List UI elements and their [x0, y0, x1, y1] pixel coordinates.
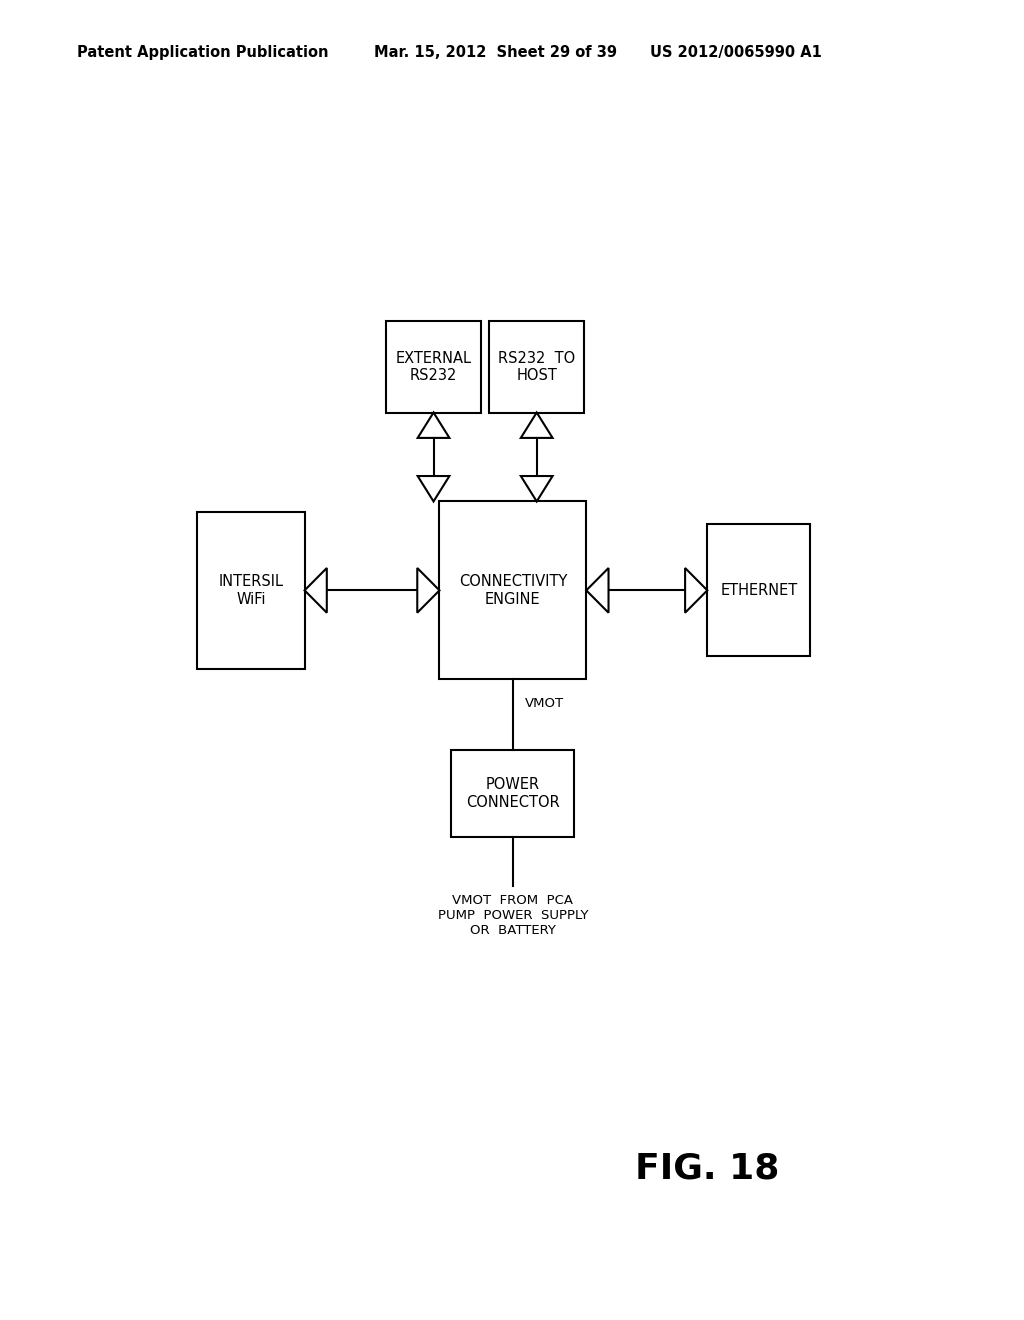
- Bar: [452, 751, 574, 837]
- Bar: [386, 321, 481, 412]
- Text: CONNECTIVITY
ENGINE: CONNECTIVITY ENGINE: [459, 574, 567, 607]
- Text: RS232  TO
HOST: RS232 TO HOST: [498, 351, 575, 383]
- Polygon shape: [685, 568, 708, 612]
- Bar: [708, 524, 811, 656]
- Text: POWER
CONNECTOR: POWER CONNECTOR: [466, 777, 560, 810]
- Text: VMOT: VMOT: [524, 697, 564, 710]
- Text: FIG. 18: FIG. 18: [635, 1151, 779, 1185]
- Text: ETHERNET: ETHERNET: [720, 583, 798, 598]
- Text: Mar. 15, 2012  Sheet 29 of 39: Mar. 15, 2012 Sheet 29 of 39: [374, 45, 616, 61]
- Polygon shape: [304, 568, 327, 612]
- Text: EXTERNAL
RS232: EXTERNAL RS232: [395, 351, 471, 383]
- Text: VMOT  FROM  PCA
PUMP  POWER  SUPPLY
OR  BATTERY: VMOT FROM PCA PUMP POWER SUPPLY OR BATTE…: [437, 894, 588, 937]
- Polygon shape: [587, 568, 608, 612]
- Bar: [439, 502, 587, 680]
- Polygon shape: [521, 477, 553, 502]
- Text: Patent Application Publication: Patent Application Publication: [77, 45, 329, 61]
- Polygon shape: [521, 412, 553, 438]
- Text: US 2012/0065990 A1: US 2012/0065990 A1: [650, 45, 822, 61]
- Bar: [198, 512, 304, 669]
- Polygon shape: [418, 412, 450, 438]
- Polygon shape: [417, 568, 439, 612]
- Text: INTERSIL
WiFi: INTERSIL WiFi: [218, 574, 284, 607]
- Bar: [489, 321, 585, 412]
- Polygon shape: [418, 477, 450, 502]
